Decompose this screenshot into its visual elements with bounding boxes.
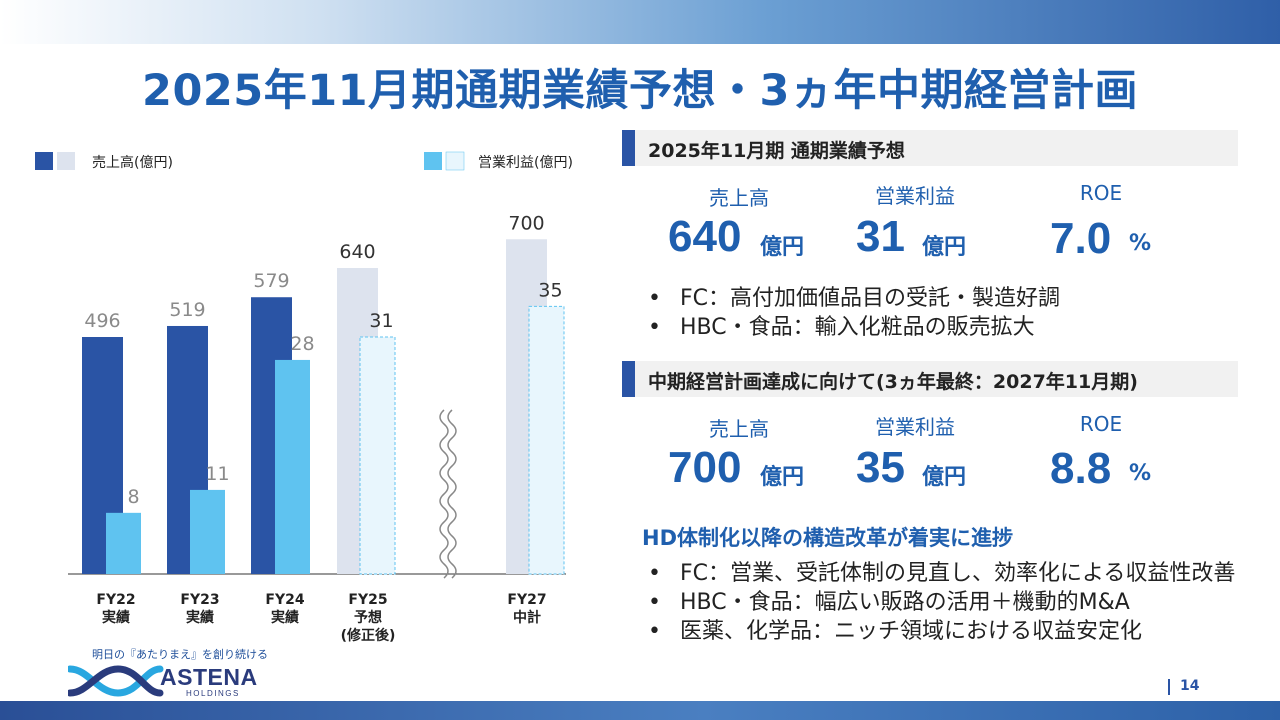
profit-bar — [190, 489, 225, 574]
category-tick-label: 実績 — [186, 609, 214, 626]
axis-break-icon — [447, 409, 457, 579]
plan-bullet-list: FC：営業、受託体制の見直し、効率化による収益性改善 HBC・食品：幅広い販路の… — [646, 559, 1235, 646]
company-tagline: 明日の『あたりまえ』を創り続ける — [92, 648, 268, 661]
list-item: FC：営業、受託体制の見直し、効率化による収益性改善 — [646, 559, 1235, 588]
plan-section-header: 中期経営計画達成に向けて(3ヵ年最終：2027年11月期) — [622, 361, 1238, 397]
category-tick-label: FY22 — [96, 592, 135, 608]
sales-data-label: 496 — [84, 310, 120, 332]
top-gradient-bar — [0, 0, 1280, 44]
category-tick-label: 予想 — [354, 609, 382, 626]
forecast-kpi-roe-unit: % — [1129, 231, 1152, 256]
forecast-kpi-roe-label: ROE — [1079, 181, 1123, 205]
forecast-kpi-sales-value: 640 — [668, 212, 742, 261]
legend-swatch-sales-plan — [57, 152, 75, 170]
profit-bar — [106, 512, 141, 574]
legend-swatch-profit-plan — [445, 151, 465, 171]
logo-sub: HOLDINGS — [186, 689, 240, 698]
profit-data-label: 28 — [290, 333, 314, 355]
profit-data-label: 35 — [538, 279, 562, 301]
category-tick-label: FY25 — [348, 592, 387, 608]
profit-bar — [528, 305, 565, 575]
page-title: 2025年11月期通期業績予想・3ヵ年中期経営計画 — [142, 66, 1138, 116]
sales-data-label: 579 — [253, 270, 289, 292]
plan-subheading: HD体制化以降の構造改革が着実に進捗 — [642, 526, 1014, 550]
list-item: HBC・食品：輸入化粧品の販売拡大 — [646, 313, 1060, 342]
forecast-kpi-roe-value: 7.0 — [1050, 214, 1112, 263]
legend-swatch-profit-actual — [424, 152, 442, 170]
plan-kpi-sales-value: 700 — [668, 443, 742, 492]
category-tick-label: 実績 — [102, 609, 130, 626]
axis-break-icon — [439, 409, 449, 579]
profit-data-label: 8 — [127, 486, 139, 508]
profit-data-label: 11 — [205, 463, 229, 485]
list-item: HBC・食品：幅広い販路の活用＋機動的M&A — [646, 588, 1235, 617]
forecast-kpi-sales-label: 売上高 — [709, 186, 769, 210]
forecast-kpi-profit-unit: 億円 — [922, 235, 967, 260]
list-item: 医薬、化学品：ニッチ領域における収益安定化 — [646, 617, 1235, 646]
forecast-kpi-profit-value: 31 — [856, 212, 905, 261]
category-tick-label: FY27 — [507, 592, 546, 608]
forecast-kpi-profit-label: 営業利益 — [875, 184, 955, 208]
bar-chart: 496519579640700811283135FY22実績FY23実績FY24… — [35, 151, 573, 644]
section-marker — [622, 361, 635, 397]
astena-logo-icon — [68, 665, 164, 697]
page-number: 14 — [1180, 678, 1200, 694]
plan-kpi-roe-label: ROE — [1079, 412, 1123, 436]
plan-kpi-profit-label: 営業利益 — [875, 415, 955, 439]
category-tick-label: 中計 — [513, 609, 541, 626]
forecast-section-header: 2025年11月期 通期業績予想 — [622, 130, 1238, 166]
logo-name: ASTENA — [160, 664, 258, 690]
forecast-kpi-sales-unit: 億円 — [760, 235, 805, 260]
category-tick-label: 実績 — [271, 609, 299, 626]
forecast-heading: 2025年11月期 通期業績予想 — [648, 140, 905, 162]
list-item: FC：高付加価値品目の受託・製造好調 — [646, 284, 1060, 313]
plan-heading: 中期経営計画達成に向けて(3ヵ年最終：2027年11月期) — [648, 371, 1138, 393]
plan-kpi-sales-unit: 億円 — [760, 465, 805, 490]
category-tick-label: FY24 — [265, 592, 304, 608]
sales-data-label: 700 — [508, 212, 544, 234]
profit-data-label: 31 — [369, 310, 393, 332]
sales-data-label: 640 — [339, 241, 375, 263]
page-number-divider — [1168, 679, 1170, 695]
forecast-bullet-list: FC：高付加価値品目の受託・製造好調 HBC・食品：輸入化粧品の販売拡大 — [646, 284, 1060, 342]
legend-label-sales: 売上高(億円) — [92, 154, 173, 171]
legend-label-profit: 営業利益(億円) — [478, 155, 573, 171]
category-tick-label: (修正後) — [341, 627, 396, 644]
bottom-gradient-bar — [0, 701, 1280, 720]
plan-kpi-roe-unit: % — [1129, 461, 1152, 486]
section-marker — [622, 130, 635, 166]
sales-data-label: 519 — [169, 299, 205, 321]
legend-swatch-sales-actual — [35, 152, 53, 170]
plan-kpi-profit-value: 35 — [856, 443, 905, 492]
plan-kpi-sales-label: 売上高 — [709, 417, 769, 441]
profit-bar — [359, 336, 396, 575]
profit-bar — [275, 359, 310, 574]
plan-kpi-profit-unit: 億円 — [922, 465, 967, 490]
plan-kpi-roe-value: 8.8 — [1050, 444, 1112, 493]
category-tick-label: FY23 — [180, 592, 219, 608]
